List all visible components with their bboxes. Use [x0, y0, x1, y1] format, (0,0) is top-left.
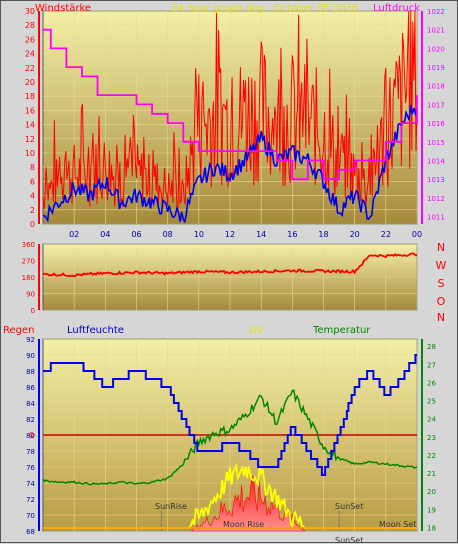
- humidity-tick: 82: [26, 416, 35, 424]
- pressure-tick: 1022: [427, 8, 445, 16]
- humidity-tick: 84: [26, 400, 35, 408]
- humidity-tick: 88: [26, 368, 35, 376]
- pressure-tick: 1014: [427, 157, 445, 165]
- x-tick-label: 10: [194, 230, 204, 239]
- temperature-tick: 20: [427, 488, 436, 496]
- wind-speed-tick: 10: [25, 149, 35, 158]
- humidity-tick: 90: [26, 352, 35, 360]
- sunrise-annotation: SunRise: [155, 502, 187, 511]
- pressure-tick: 1017: [427, 101, 445, 109]
- compass-w: W: [436, 259, 447, 272]
- wind-speed-tick: 6: [30, 177, 35, 186]
- sunset-annotation: SunSet: [335, 502, 363, 511]
- sunset-annotation-2: SunSet: [335, 536, 363, 544]
- temperature-tick: 24: [427, 416, 436, 424]
- x-tick-label: 20: [350, 230, 360, 239]
- pressure-tick: 1021: [427, 27, 445, 35]
- wind-average-series: [42, 104, 418, 224]
- temperature-tick: 23: [427, 434, 436, 442]
- pressure-series: [43, 28, 418, 181]
- humidity-tick: 76: [26, 464, 35, 472]
- x-tick-label: 04: [100, 230, 110, 239]
- pressure-axis-label: Luftdruck: [373, 3, 420, 14]
- humidity-series: [43, 354, 417, 476]
- x-tick-label: 08: [163, 230, 173, 239]
- wind-direction-series: [42, 252, 418, 278]
- wind-speed-tick: 18: [25, 92, 35, 101]
- x-tick-label: 22: [381, 230, 391, 239]
- humidity-tick: 86: [26, 384, 35, 392]
- temperature-series: [42, 389, 418, 486]
- wind-speed-tick: 28: [25, 21, 35, 30]
- humidity-tick: 72: [26, 496, 35, 504]
- rain-axis-label: Regen: [3, 325, 35, 336]
- wind-speed-tick: 4: [30, 192, 35, 201]
- rain-zero-tick: 0: [29, 431, 34, 440]
- humidity-tick: 68: [26, 528, 35, 536]
- direction-tick: 270: [22, 258, 35, 266]
- compass-s: S: [438, 277, 445, 290]
- pressure-tick: 1013: [427, 176, 445, 184]
- pressure-tick: 1020: [427, 45, 445, 53]
- x-tick-label: 12: [225, 230, 235, 239]
- humidity-tick: 92: [26, 336, 35, 344]
- chart-title: 24 hour graph day : October 05 2016: [171, 3, 358, 14]
- wind-speed-tick: 8: [30, 163, 35, 172]
- direction-tick: 0: [31, 307, 35, 315]
- pressure-tick: 1012: [427, 195, 445, 203]
- moonrise-annotation: Moon Rise: [223, 520, 264, 529]
- wind-speed-tick: 14: [25, 121, 35, 130]
- x-tick-label: 06: [131, 230, 141, 239]
- compass-n-top: N: [437, 241, 445, 254]
- compass-o: O: [437, 295, 446, 308]
- temperature-tick: 21: [427, 470, 436, 478]
- direction-tick: 90: [26, 291, 35, 299]
- temperature-tick: 19: [427, 506, 436, 514]
- x-tick-label: 14: [256, 230, 266, 239]
- x-tick-label: 00: [412, 230, 422, 239]
- humidity-tick: 80: [26, 432, 35, 440]
- pressure-tick: 1018: [427, 83, 445, 91]
- x-tick-label: 18: [318, 230, 328, 239]
- temperature-tick: 18: [427, 524, 436, 532]
- temperature-tick: 27: [427, 361, 436, 369]
- x-tick-label: 02: [69, 230, 79, 239]
- direction-tick: 360: [22, 241, 35, 249]
- temperature-tick: 22: [427, 452, 436, 460]
- humidity-tick: 70: [26, 512, 35, 520]
- pressure-tick: 1016: [427, 120, 445, 128]
- wind-speed-tick: 20: [25, 78, 35, 87]
- wind-speed-tick: 26: [25, 35, 35, 44]
- direction-tick: 180: [22, 274, 35, 282]
- temperature-tick: 28: [427, 343, 436, 351]
- wind-speed-tick: 22: [25, 64, 35, 73]
- temperature-tick: 25: [427, 398, 436, 406]
- humidity-tick: 78: [26, 448, 35, 456]
- wind-speed-tick: 16: [25, 106, 35, 115]
- temperature-axis-label: Temperatur: [312, 325, 371, 336]
- wind-speed-tick: 30: [25, 7, 35, 16]
- wind-gust-series: [42, 10, 418, 212]
- compass-n-bottom: N: [437, 311, 445, 324]
- pressure-tick: 1019: [427, 64, 445, 72]
- wind-speed-tick: 12: [25, 135, 35, 144]
- wind-speed-tick: 0: [30, 220, 35, 229]
- wind-speed-axis-label: Windstärke: [35, 3, 91, 14]
- x-tick-label: 16: [287, 230, 297, 239]
- pressure-tick: 1015: [427, 139, 445, 147]
- humidity-tick: 74: [26, 480, 35, 488]
- humidity-axis-label: Luftfeuchte: [67, 325, 124, 336]
- pressure-tick: 1011: [427, 214, 445, 222]
- temperature-tick: 26: [427, 379, 436, 387]
- moonset-annotation: Moon Set: [379, 520, 416, 529]
- wind-speed-tick: 2: [30, 206, 35, 215]
- uv-label: UV: [249, 325, 263, 336]
- wind-speed-tick: 24: [25, 50, 35, 59]
